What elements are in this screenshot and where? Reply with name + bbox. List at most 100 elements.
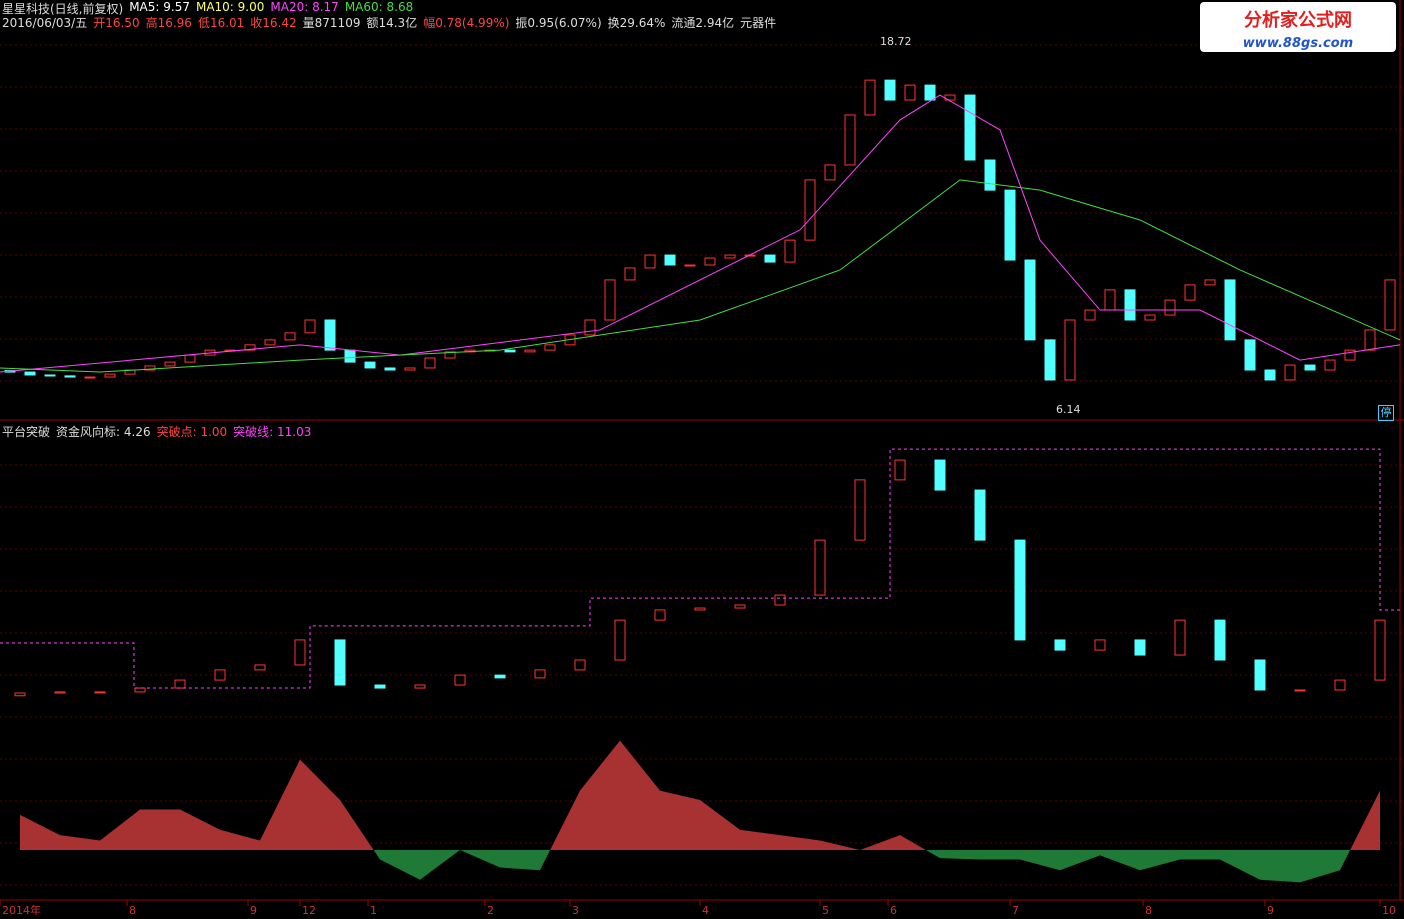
- candle: [1214, 619, 1226, 661]
- candle: [1174, 619, 1186, 656]
- x-tick-label: 4: [702, 904, 709, 917]
- candle: [1104, 289, 1116, 311]
- x-tick-label: 5: [822, 904, 829, 917]
- candle: [424, 357, 436, 369]
- candle: [494, 674, 506, 679]
- candle: [1024, 259, 1036, 341]
- candle: [1244, 339, 1256, 371]
- candle: [654, 609, 666, 621]
- candle: [924, 84, 936, 101]
- candle: [1304, 364, 1316, 371]
- candle: [974, 489, 986, 541]
- quote-item: 额14.3亿: [366, 16, 418, 30]
- candle: [1364, 329, 1376, 351]
- candle: [454, 674, 466, 686]
- candle: [1054, 639, 1066, 651]
- candle: [964, 94, 976, 161]
- candle: [164, 361, 176, 367]
- logo-url: www.88gs.com: [1242, 36, 1354, 51]
- x-tick-label: 12: [302, 904, 316, 917]
- candle: [774, 594, 786, 606]
- candle: [1294, 689, 1306, 692]
- quote-item: 幅0.78(4.99%): [423, 16, 510, 30]
- candle: [1384, 279, 1396, 331]
- candle: [1064, 319, 1076, 381]
- candle: [764, 254, 776, 263]
- candle: [934, 459, 946, 491]
- indicator-label: 突破点: 1.00: [156, 425, 228, 439]
- candle: [1334, 679, 1346, 691]
- candle: [1134, 639, 1146, 656]
- candle: [1094, 639, 1106, 651]
- x-tick-label: 9: [250, 904, 257, 917]
- candle: [544, 344, 556, 351]
- candle: [1164, 299, 1176, 316]
- candle: [1084, 309, 1096, 321]
- candle: [734, 604, 746, 609]
- candle: [1344, 349, 1356, 361]
- ma-label: MA60: 8.68: [344, 0, 414, 14]
- quote-item: 元器件: [740, 16, 777, 30]
- candle: [704, 257, 716, 266]
- x-tick-label: 10: [1382, 904, 1396, 917]
- stop-badge: 停: [1378, 405, 1394, 421]
- candle: [1264, 369, 1276, 381]
- candle: [444, 351, 456, 359]
- candle: [644, 254, 656, 269]
- indicator-label: 资金风向标: 4.26: [56, 425, 151, 439]
- candle: [1324, 359, 1336, 371]
- indicator-header: 平台突破 资金风向标: 4.26 突破点: 1.00 突破线: 11.03: [2, 423, 311, 440]
- candle: [724, 254, 736, 259]
- candle: [1044, 339, 1056, 381]
- candle: [664, 254, 676, 266]
- candle: [84, 376, 96, 379]
- candle: [1014, 539, 1026, 641]
- candle: [404, 367, 416, 371]
- indicator-label: 平台突破: [2, 425, 51, 439]
- x-tick-label: 8: [1145, 904, 1152, 917]
- quote-line: 2016/06/03/五 开16.50 高16.96 低16.01 收16.42 量871…: [2, 14, 776, 31]
- candle: [984, 159, 996, 191]
- candle: [384, 367, 396, 371]
- candle: [24, 371, 36, 376]
- quote-item: 开16.50: [93, 16, 140, 30]
- candle: [144, 365, 156, 371]
- x-tick-label: 8: [129, 904, 136, 917]
- ma-label: MA10: 9.00: [195, 0, 265, 14]
- candle: [364, 361, 376, 369]
- candle: [254, 664, 266, 671]
- candle: [174, 679, 186, 689]
- candle: [64, 375, 76, 378]
- candle: [504, 349, 516, 353]
- candle: [54, 691, 66, 694]
- candle: [244, 344, 256, 351]
- candle: [1224, 279, 1236, 341]
- candle: [1184, 284, 1196, 301]
- candle: [864, 79, 876, 116]
- indicator-line: [0, 94, 1401, 373]
- quote-item: 高16.96: [145, 16, 192, 30]
- x-tick-label: 3: [572, 904, 579, 917]
- candle: [784, 239, 796, 263]
- candle: [584, 319, 596, 336]
- quote-item: 量871109: [302, 16, 361, 30]
- candle: [304, 319, 316, 334]
- x-tick-label: 9: [1267, 904, 1274, 917]
- quote-item: 低16.01: [197, 16, 245, 30]
- candle: [374, 684, 386, 689]
- ma-label: MA20: 8.17: [270, 0, 339, 14]
- x-tick-label: 2: [487, 904, 494, 917]
- candle: [1124, 289, 1136, 321]
- candle: [824, 164, 836, 181]
- candle: [284, 332, 296, 341]
- ma-label: MA5: 9.57: [129, 0, 190, 14]
- candle: [844, 114, 856, 166]
- price-annotation: 18.72: [880, 35, 912, 48]
- x-tick-label: 7: [1012, 904, 1019, 917]
- indicator-label: 突破线: 11.03: [233, 425, 312, 439]
- candle: [624, 267, 636, 281]
- candle: [1254, 659, 1266, 691]
- candle: [44, 374, 56, 377]
